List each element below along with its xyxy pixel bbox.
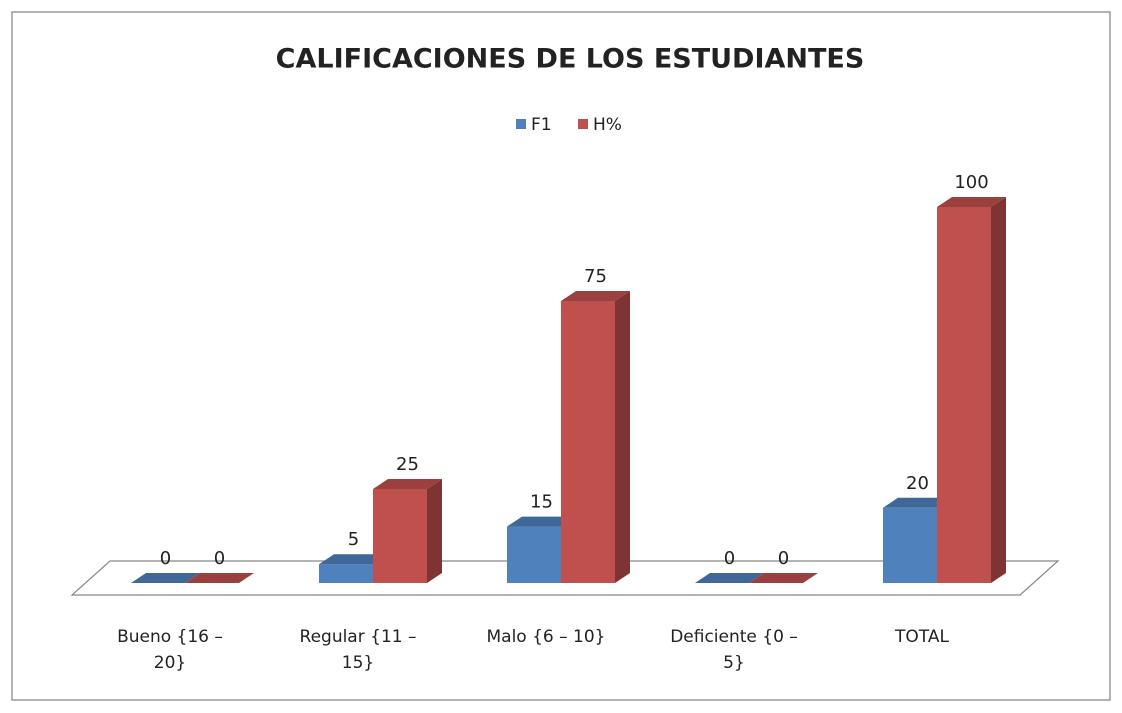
bar-front bbox=[883, 507, 937, 583]
data-label: 20 bbox=[906, 473, 929, 494]
x-tick-label: Bueno {16 – 20} bbox=[117, 627, 223, 673]
legend-label: F1 bbox=[531, 115, 552, 135]
x-tick-label: TOTAL bbox=[895, 627, 949, 647]
bar bbox=[695, 573, 764, 583]
data-label: 0 bbox=[778, 548, 789, 569]
bar bbox=[561, 291, 630, 583]
bar-top bbox=[373, 479, 442, 489]
bar-top bbox=[695, 573, 764, 583]
bar-side bbox=[615, 291, 630, 583]
x-tick-label: Deficiente {0 – 5} bbox=[670, 627, 798, 673]
bar bbox=[937, 197, 1006, 583]
bar-top bbox=[937, 197, 1006, 207]
bar bbox=[373, 479, 442, 583]
bar-top bbox=[561, 291, 630, 301]
x-tick-label: Regular {11 – 15} bbox=[299, 627, 417, 673]
bar-front bbox=[937, 207, 991, 583]
bar-top bbox=[319, 554, 388, 565]
legend-swatch bbox=[578, 119, 588, 129]
bar-top bbox=[749, 573, 818, 583]
legend-swatch bbox=[516, 119, 526, 129]
bar bbox=[131, 573, 200, 583]
bar bbox=[185, 573, 254, 583]
bar-top bbox=[507, 516, 576, 527]
bar-top bbox=[131, 573, 200, 583]
data-label: 100 bbox=[954, 172, 988, 193]
chart-title: CALIFICACIONES DE LOS ESTUDIANTES bbox=[276, 44, 865, 75]
bar-top bbox=[883, 497, 952, 508]
data-label: 0 bbox=[160, 548, 171, 569]
bar-top bbox=[185, 573, 254, 583]
data-label: 25 bbox=[396, 454, 419, 475]
data-label: 0 bbox=[724, 548, 735, 569]
data-label: 5 bbox=[348, 529, 359, 550]
x-tick-label: Malo {6 – 10} bbox=[486, 627, 606, 647]
data-label: 15 bbox=[530, 492, 553, 513]
bar-side bbox=[991, 197, 1006, 583]
bar-front bbox=[319, 564, 373, 583]
data-label: 0 bbox=[214, 548, 225, 569]
bar bbox=[749, 573, 818, 583]
bar-front bbox=[373, 489, 427, 583]
legend-label: H% bbox=[593, 115, 622, 135]
bar-side bbox=[427, 479, 442, 583]
bar-front bbox=[561, 301, 615, 583]
bar-front bbox=[507, 526, 561, 583]
data-label: 75 bbox=[584, 266, 607, 287]
